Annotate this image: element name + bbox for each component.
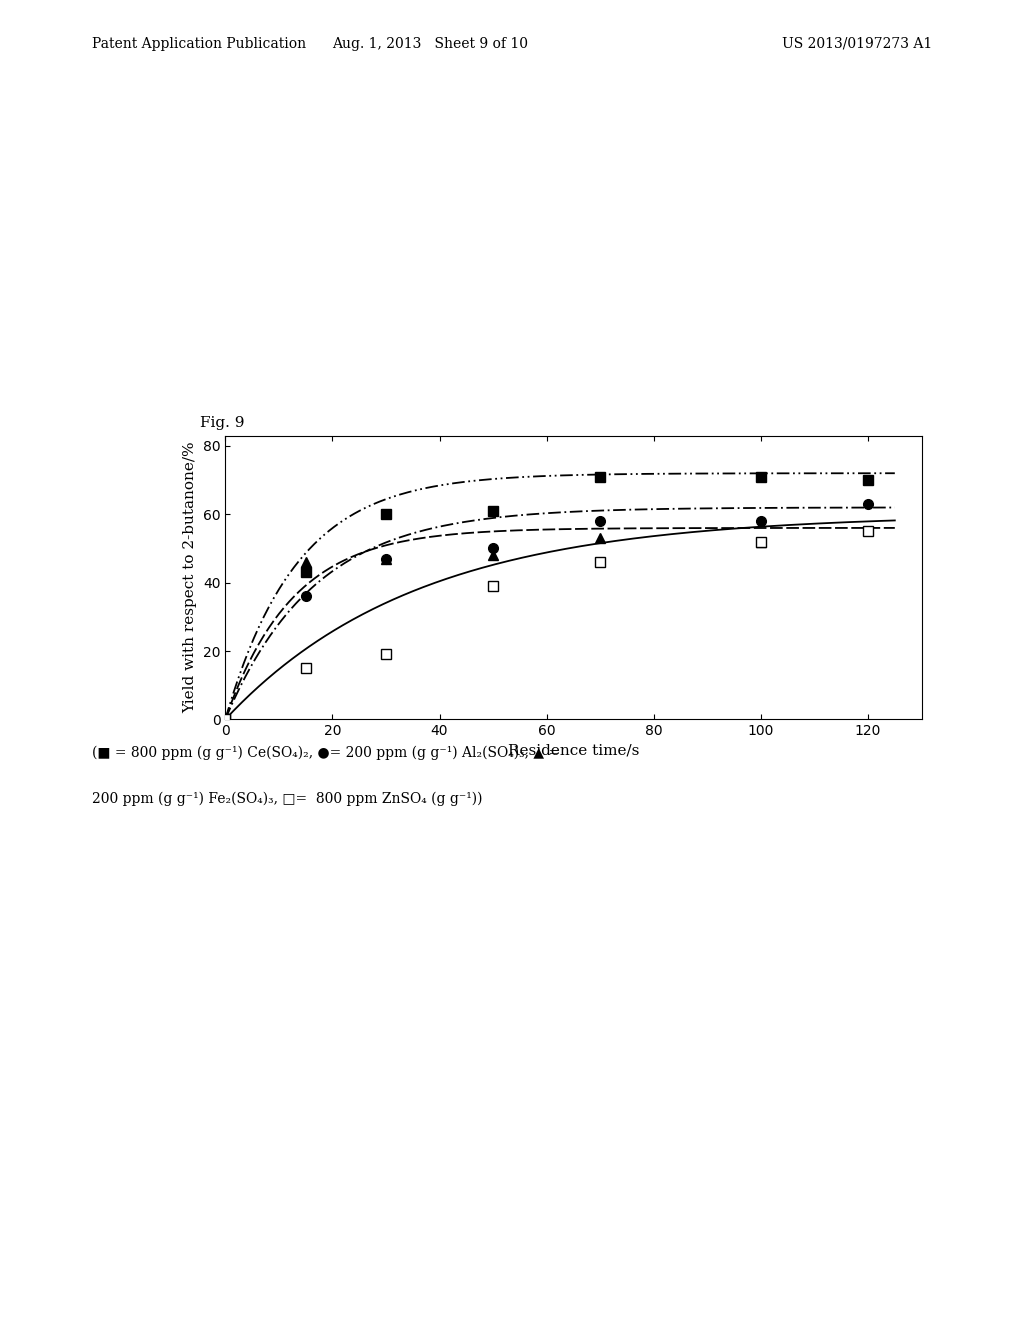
Text: (■ = 800 ppm (g g⁻¹) Ce(SO₄)₂, ●= 200 ppm (g g⁻¹) Al₂(SO₄)₃, ▲ =: (■ = 800 ppm (g g⁻¹) Ce(SO₄)₂, ●= 200 pp… — [92, 746, 560, 760]
X-axis label: Residence time/s: Residence time/s — [508, 743, 639, 758]
Text: US 2013/0197273 A1: US 2013/0197273 A1 — [781, 37, 932, 51]
Text: Aug. 1, 2013   Sheet 9 of 10: Aug. 1, 2013 Sheet 9 of 10 — [332, 37, 528, 51]
Text: Patent Application Publication: Patent Application Publication — [92, 37, 306, 51]
Y-axis label: Yield with respect to 2-butanone/%: Yield with respect to 2-butanone/% — [183, 442, 198, 713]
Text: 200 ppm (g g⁻¹) Fe₂(SO₄)₃, □=  800 ppm ZnSO₄ (g g⁻¹)): 200 ppm (g g⁻¹) Fe₂(SO₄)₃, □= 800 ppm Zn… — [92, 792, 482, 807]
Text: Fig. 9: Fig. 9 — [200, 416, 244, 430]
